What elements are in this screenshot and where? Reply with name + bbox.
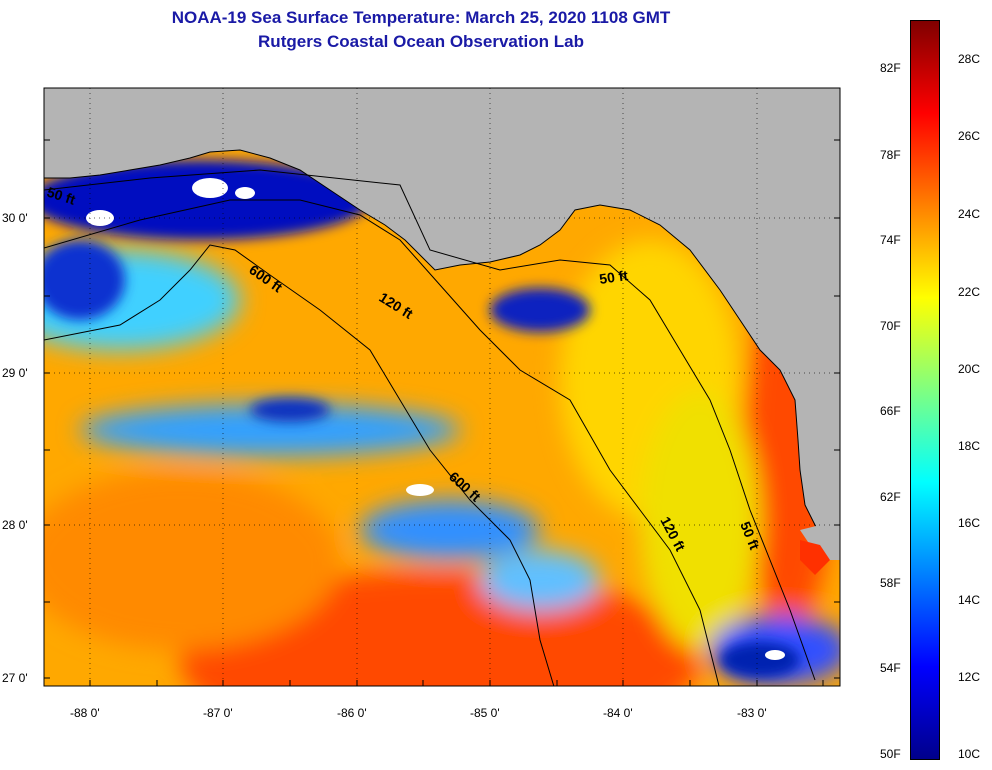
cloud-gap <box>406 484 434 496</box>
yellow-shelf-south <box>640 390 760 650</box>
map-title: NOAA-19 Sea Surface Temperature: March 2… <box>171 8 671 27</box>
lon-tick-label: -84 0' <box>603 706 633 720</box>
colorbar-f-label: 78F <box>880 148 901 162</box>
lon-tick-label: -88 0' <box>70 706 100 720</box>
cool-patch <box>480 550 600 610</box>
warm-pocket-west <box>44 470 340 650</box>
cloud-gap <box>765 650 785 660</box>
cool-filament <box>80 404 460 456</box>
lat-tick-label: 30 0' <box>2 211 28 225</box>
cold-nearshore <box>44 160 370 240</box>
lon-tick-label: -86 0' <box>337 706 367 720</box>
lat-tick-label: 27 0' <box>2 671 28 685</box>
isobath-50ft <box>44 169 816 681</box>
lon-tick-label: -83 0' <box>737 706 767 720</box>
contour-label: 50 ft <box>598 267 629 287</box>
colorbar-f-label: 82F <box>880 61 901 75</box>
colorbar-c-label: 26C <box>958 129 981 143</box>
lat-tick-label: 28 0' <box>2 518 28 532</box>
colorbar-c-label: 14C <box>958 593 981 607</box>
lon-tick-label: -87 0' <box>203 706 233 720</box>
tampa-bay <box>800 540 830 575</box>
map-subtitle: Rutgers Coastal Ocean Observation Lab <box>258 32 584 51</box>
lat-tick-label: 29 0' <box>2 366 28 380</box>
cold-west-patch <box>44 240 125 320</box>
colorbar-f-label: 58F <box>880 576 901 590</box>
isobath-120ft <box>44 199 720 686</box>
colorbar-f-label: 54F <box>880 661 901 675</box>
colorbar-c-label: 16C <box>958 516 981 530</box>
colorbar-f-label: 74F <box>880 233 901 247</box>
lon-tick-label: -85 0' <box>470 706 500 720</box>
cloud-gap <box>192 178 228 198</box>
colorbar-c-label: 10C <box>958 747 981 761</box>
colorbar-c-label: 24C <box>958 207 981 221</box>
map-frame <box>43 87 841 687</box>
isobath-600ft <box>44 244 555 686</box>
colorbar-f-label: 70F <box>880 319 901 333</box>
colorbar-c-label: 28C <box>958 52 981 66</box>
colorbar-f-label: 62F <box>880 490 901 504</box>
colorbar-c-label: 18C <box>958 439 981 453</box>
cold-bay-patch <box>490 288 590 332</box>
land-tampa <box>800 520 840 560</box>
cloud-gap <box>235 187 255 199</box>
cold-filament-core <box>250 398 330 422</box>
tick-marks <box>44 139 840 686</box>
cold-southeast-core <box>720 642 800 678</box>
cool-eddy <box>360 500 540 560</box>
colorbar-c-label: 20C <box>958 362 981 376</box>
colorbar-f-label: 50F <box>880 747 901 761</box>
colorbar-c-label: 22C <box>958 285 981 299</box>
colorbar-f-label: 66F <box>880 404 901 418</box>
land <box>44 88 840 541</box>
temperature-colorbar <box>910 20 940 760</box>
colorbar-c-label: 12C <box>958 670 981 684</box>
